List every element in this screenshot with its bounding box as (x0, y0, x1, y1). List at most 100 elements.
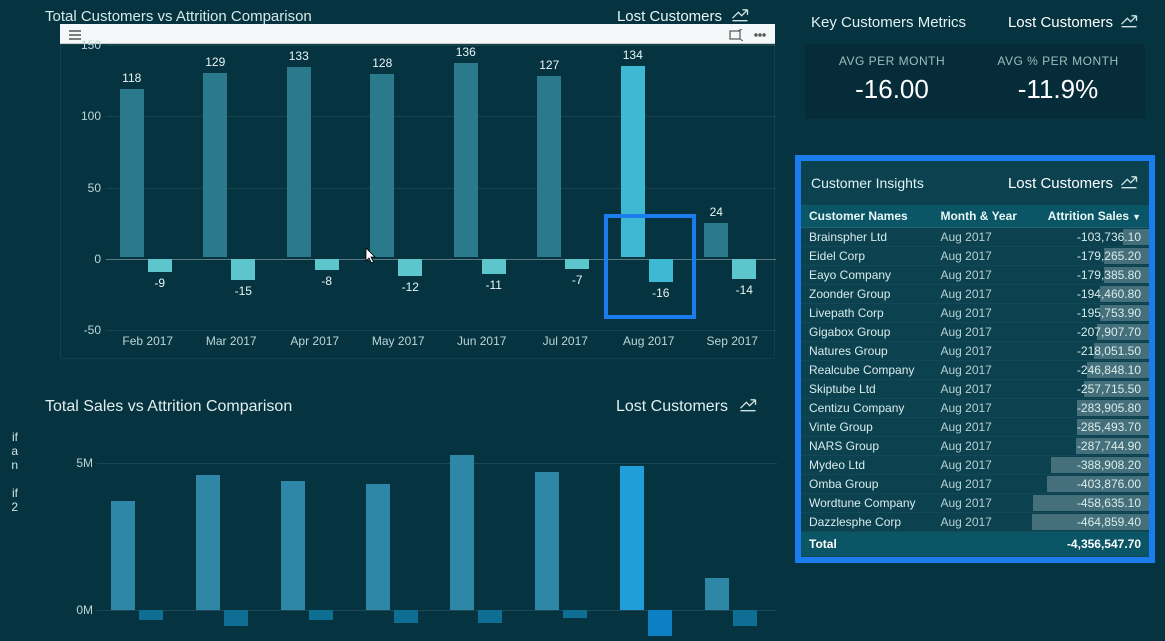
more-options-icon[interactable] (753, 28, 767, 40)
table-row[interactable]: Brainspher Ltd Aug 2017 -103,736.10 (801, 228, 1149, 247)
table-row[interactable]: Dazzlesphe Corp Aug 2017 -464,859.40 (801, 513, 1149, 532)
trend-up-icon (1119, 10, 1139, 34)
sales-bar[interactable] (535, 472, 559, 610)
sales-bar[interactable] (366, 484, 390, 610)
x-tick: Mar 2017 (190, 328, 274, 358)
table-row[interactable]: Eidel Corp Aug 2017 -179,265.20 (801, 247, 1149, 266)
metrics-subtitle: Lost Customers (1008, 14, 1113, 31)
attrition-bar[interactable]: -9 (148, 259, 172, 272)
cell-month: Aug 2017 (932, 494, 1031, 513)
cell-name: Vinte Group (801, 418, 932, 437)
table-row[interactable]: Mydeo Ltd Aug 2017 -388,908.20 (801, 456, 1149, 475)
table-row[interactable]: Wordtune Company Aug 2017 -458,635.10 (801, 494, 1149, 513)
sales-attrition-bar[interactable] (394, 610, 418, 623)
total-bar[interactable]: 118 (120, 89, 144, 257)
table-total-row: Total -4,356,547.70 (801, 532, 1149, 557)
cell-value: -246,848.10 (1032, 361, 1149, 380)
table-row[interactable]: Skiptube Ltd Aug 2017 -257,715.50 (801, 380, 1149, 399)
sales-bar[interactable] (281, 481, 305, 610)
total-value: -4,356,547.70 (1032, 532, 1149, 557)
sales-bar[interactable] (620, 466, 644, 610)
total-bar[interactable]: 136 (454, 63, 478, 257)
sales-bar-group-0[interactable] (97, 434, 182, 639)
total-bar[interactable]: 24 (704, 223, 728, 257)
sales-bar[interactable] (705, 578, 729, 610)
metric-value: -11.9% (975, 74, 1141, 105)
sales-bar-group-4[interactable] (436, 434, 521, 639)
sales-bar[interactable] (450, 455, 474, 610)
table-row[interactable]: Gigabox Group Aug 2017 -207,907.70 (801, 323, 1149, 342)
cell-name: NARS Group (801, 437, 932, 456)
attrition-bar[interactable]: -8 (315, 259, 339, 270)
sales-attrition-bar[interactable] (733, 610, 757, 626)
focus-mode-icon[interactable] (729, 28, 743, 40)
column-header-2[interactable]: Attrition Sales▼ (1032, 205, 1149, 228)
sales-bar-group-5[interactable] (521, 434, 606, 639)
cell-name: Mydeo Ltd (801, 456, 932, 475)
attrition-bar[interactable]: -7 (565, 259, 589, 269)
table-row[interactable]: NARS Group Aug 2017 -287,744.90 (801, 437, 1149, 456)
cell-month: Aug 2017 (932, 418, 1031, 437)
insights-subtitle: Lost Customers (1008, 175, 1113, 192)
cell-value: -103,736.10 (1032, 228, 1149, 247)
table-row[interactable]: Livepath Corp Aug 2017 -195,753.90 (801, 304, 1149, 323)
sales-attrition-bar[interactable] (648, 610, 672, 636)
metric-value: -16.00 (809, 74, 975, 105)
sales-attrition-bar[interactable] (563, 610, 587, 619)
column-header-1[interactable]: Month & Year (932, 205, 1031, 228)
table-row[interactable]: Natures Group Aug 2017 -218,051.50 (801, 342, 1149, 361)
bar-group-Aug-2017[interactable]: 134 -16 (607, 45, 691, 328)
attrition-bar[interactable]: -11 (482, 259, 506, 275)
table-row[interactable]: Zoonder Group Aug 2017 -194,460.80 (801, 285, 1149, 304)
sales-bar[interactable] (196, 475, 220, 610)
sales-attrition-bar[interactable] (139, 610, 163, 620)
attrition-bar[interactable]: -16 (649, 259, 673, 282)
total-bar[interactable]: 133 (287, 67, 311, 257)
total-bar[interactable]: 128 (370, 74, 394, 256)
total-bar[interactable]: 129 (203, 73, 227, 257)
sales-bar-group-3[interactable] (351, 434, 436, 639)
cell-value: -257,715.50 (1032, 380, 1149, 399)
x-tick: Sep 2017 (691, 328, 775, 358)
sales-vs-attrition-chart[interactable]: Total Sales vs Attrition Comparison Lost… (25, 384, 780, 639)
cell-month: Aug 2017 (932, 323, 1031, 342)
total-bar[interactable]: 134 (621, 66, 645, 257)
column-header-0[interactable]: Customer Names (801, 205, 932, 228)
sales-attrition-bar[interactable] (309, 610, 333, 620)
sales-bar[interactable] (111, 501, 135, 609)
sales-bar-group-6[interactable] (606, 434, 691, 639)
bar-group-Jun-2017[interactable]: 136 -11 (440, 45, 524, 328)
chart1-subtitle: Lost Customers (617, 8, 722, 25)
sales-attrition-bar[interactable] (224, 610, 248, 626)
attrition-bar[interactable]: -14 (732, 259, 756, 279)
cell-month: Aug 2017 (932, 399, 1031, 418)
x-tick: May 2017 (357, 328, 441, 358)
bar-group-Feb-2017[interactable]: 118 -9 (106, 45, 190, 328)
bar-group-Sep-2017[interactable]: 24 -14 (691, 45, 775, 328)
attrition-bar[interactable]: -15 (231, 259, 255, 280)
cropped-text-fragment: ifan if2 (0, 430, 18, 514)
insights-table[interactable]: Customer NamesMonth & YearAttrition Sale… (801, 205, 1149, 557)
x-tick: Feb 2017 (106, 328, 190, 358)
totals-vs-attrition-chart[interactable]: Total Customers vs Attrition Comparison … (25, 0, 780, 370)
sales-bar-group-1[interactable] (182, 434, 267, 639)
sales-bar-group-7[interactable] (690, 434, 775, 639)
sales-attrition-bar[interactable] (478, 610, 502, 623)
cell-value: -285,493.70 (1032, 418, 1149, 437)
table-row[interactable]: Eayo Company Aug 2017 -179,385.80 (801, 266, 1149, 285)
table-row[interactable]: Omba Group Aug 2017 -403,876.00 (801, 475, 1149, 494)
cell-name: Eidel Corp (801, 247, 932, 266)
cell-month: Aug 2017 (932, 285, 1031, 304)
total-bar[interactable]: 127 (537, 76, 561, 257)
table-row[interactable]: Realcube Company Aug 2017 -246,848.10 (801, 361, 1149, 380)
customer-insights-panel[interactable]: Customer Insights Lost Customers Custome… (795, 155, 1155, 563)
table-row[interactable]: Centizu Company Aug 2017 -283,905.80 (801, 399, 1149, 418)
attrition-bar[interactable]: -12 (398, 259, 422, 276)
bar-group-Apr-2017[interactable]: 133 -8 (273, 45, 357, 328)
bar-group-May-2017[interactable]: 128 -12 (357, 45, 441, 328)
table-row[interactable]: Vinte Group Aug 2017 -285,493.70 (801, 418, 1149, 437)
sales-bar-group-2[interactable] (267, 434, 352, 639)
cell-value: -287,744.90 (1032, 437, 1149, 456)
bar-group-Jul-2017[interactable]: 127 -7 (524, 45, 608, 328)
bar-group-Mar-2017[interactable]: 129 -15 (190, 45, 274, 328)
